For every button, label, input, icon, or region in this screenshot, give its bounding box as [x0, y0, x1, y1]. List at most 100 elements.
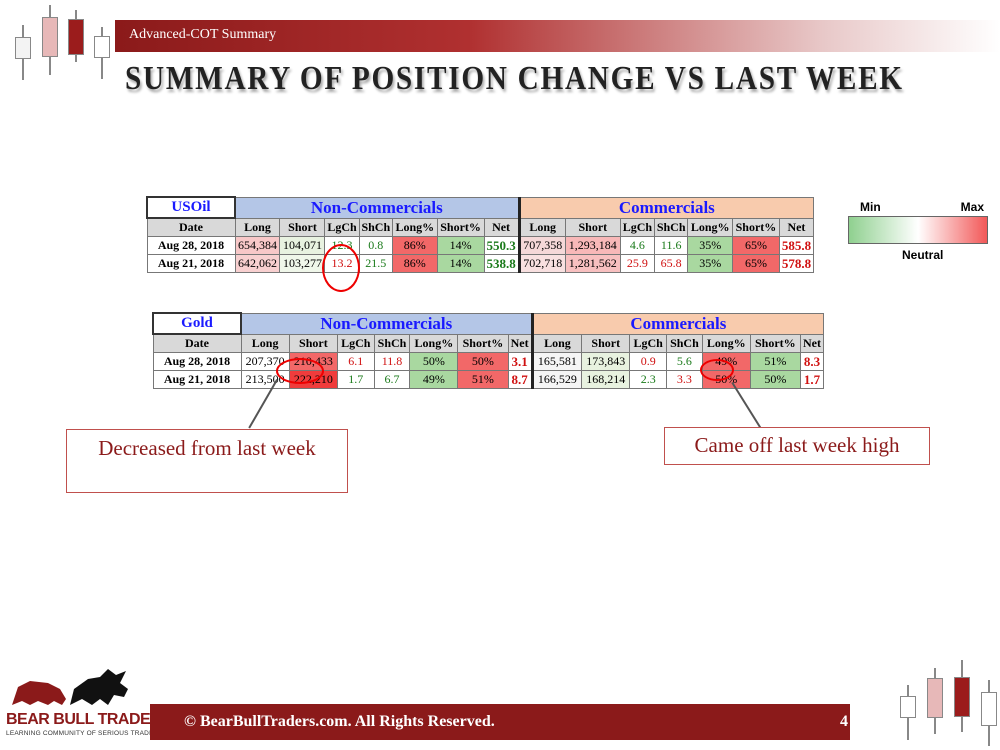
table-cell: 1,293,184: [564, 236, 621, 255]
date-column-header: Date: [146, 217, 236, 237]
table-cell: 702,718: [518, 254, 566, 273]
usoil-noncommercials-header: Non-Commercials: [234, 196, 521, 219]
table-cell: 11.8: [373, 352, 411, 371]
column-header-short-pct: Short%: [436, 217, 485, 237]
table-cell: 6.7: [373, 370, 411, 389]
logo-name: BEAR BULL TRADERS: [6, 711, 172, 728]
gold-noncommercials-header: Non-Commercials: [240, 312, 534, 335]
table-cell: 707,358: [518, 236, 566, 255]
logo-tagline: LEARNING COMMUNITY OF SERIOUS TRADERS: [6, 730, 164, 737]
legend-neutral-label: Neutral: [902, 248, 944, 262]
bear-bull-logo-icon: [8, 665, 138, 711]
column-header-short: Short: [564, 217, 621, 237]
column-header-long-pct: Long%: [687, 217, 734, 237]
legend-gradient-bar: [848, 216, 988, 244]
column-header-short: Short: [279, 217, 326, 237]
table-cell: 0.8: [358, 236, 393, 255]
candlestick-decoration-top: [10, 5, 110, 85]
column-header-long-pct: Long%: [701, 333, 751, 353]
row-date: Aug 21, 2018: [146, 254, 236, 273]
column-header-short: Short: [581, 333, 631, 353]
table-cell: 51%: [457, 370, 509, 389]
callout-came-off-high: Came off last week high: [664, 427, 930, 465]
table-row: Aug 21, 2018 642,062 103,277 13.2 21.5 8…: [146, 254, 815, 273]
table-cell: 86%: [391, 236, 438, 255]
table-cell: 35%: [687, 254, 734, 273]
table-cell: 5.6: [666, 352, 703, 371]
column-header-short-pct: Short%: [749, 333, 801, 353]
column-header-lgch: LgCh: [337, 333, 375, 353]
table-cell: 104,071: [279, 236, 326, 255]
column-header-net: Net: [483, 217, 521, 237]
table-cell: 168,214: [581, 370, 631, 389]
usoil-cot-table: USOil Non-Commercials Commercials Date L…: [146, 196, 815, 273]
table-cell: 49%: [409, 370, 459, 389]
candlestick-decoration-bottom: [895, 660, 1000, 750]
table-cell: 6.1: [337, 352, 375, 371]
row-date: Aug 28, 2018: [152, 352, 242, 371]
column-header-shch: ShCh: [358, 217, 393, 237]
column-header-net: Net: [507, 333, 534, 353]
column-header-long: Long: [531, 333, 583, 353]
table-cell: 65%: [732, 254, 780, 273]
table-cell: 1.7: [337, 370, 375, 389]
table-cell: 14%: [436, 236, 485, 255]
column-header-short: Short: [288, 333, 339, 353]
table-cell: 21.5: [358, 254, 393, 273]
table-cell: 8.7: [507, 370, 534, 389]
table-cell: 654,384: [234, 236, 281, 255]
gold-symbol: Gold: [152, 312, 242, 335]
color-scale-legend: Min Max Neutral: [848, 200, 988, 264]
page-number: 4: [840, 713, 848, 730]
column-header-shch: ShCh: [666, 333, 703, 353]
callout-came-off-high-text: Came off last week high: [694, 433, 900, 457]
date-column-header: Date: [152, 333, 242, 353]
column-header-lgch: LgCh: [619, 217, 655, 237]
column-header-lgch: LgCh: [324, 217, 360, 237]
table-cell: 1.7: [799, 370, 825, 389]
slide-title: SUMMARY OF POSITION CHANGE VS LAST WEEK: [125, 60, 904, 97]
legend-max-label: Max: [960, 200, 984, 214]
table-cell: 35%: [687, 236, 734, 255]
table-cell: 578.8: [778, 254, 815, 273]
table-cell: 65.8: [653, 254, 689, 273]
table-cell: 65%: [732, 236, 780, 255]
column-header-net: Net: [799, 333, 825, 353]
column-header-net: Net: [778, 217, 815, 237]
table-cell: 3.1: [507, 352, 534, 371]
table-cell: 8.3: [799, 352, 825, 371]
table-cell: 173,843: [581, 352, 631, 371]
column-header-long: Long: [518, 217, 566, 237]
table-cell: 538.8: [483, 254, 521, 273]
column-header-long-pct: Long%: [391, 217, 438, 237]
column-header-short-pct: Short%: [732, 217, 780, 237]
callout-decreased: Decreased from last week: [66, 429, 348, 493]
table-cell: 103,277: [279, 254, 326, 273]
gold-commercials-header: Commercials: [531, 312, 825, 335]
legend-min-label: Min: [860, 200, 881, 214]
row-date: Aug 28, 2018: [146, 236, 236, 255]
column-header-shch: ShCh: [653, 217, 689, 237]
table-cell: 50%: [409, 352, 459, 371]
usoil-commercials-header: Commercials: [518, 196, 815, 219]
column-header-short-pct: Short%: [457, 333, 509, 353]
highlight-circle-gold-long-pct: [700, 359, 734, 381]
column-header-long-pct: Long%: [409, 333, 459, 353]
footer-copyright: © BearBullTraders.com. All Rights Reserv…: [184, 713, 495, 730]
footer-bar: © BearBullTraders.com. All Rights Reserv…: [150, 704, 850, 740]
table-cell: 50%: [457, 352, 509, 371]
table-cell: 2.3: [629, 370, 667, 389]
usoil-symbol: USOil: [146, 196, 236, 219]
table-cell: 51%: [749, 352, 801, 371]
highlight-circle-usoil-lgch: [322, 244, 360, 292]
table-cell: 86%: [391, 254, 438, 273]
table-cell: 14%: [436, 254, 485, 273]
table-cell: 1,281,562: [564, 254, 621, 273]
table-cell: 11.6: [653, 236, 689, 255]
table-cell: 166,529: [531, 370, 583, 389]
table-row: Aug 28, 2018 654,384 104,071 12.3 0.8 86…: [146, 236, 815, 255]
column-header-shch: ShCh: [373, 333, 411, 353]
table-cell: 0.9: [629, 352, 667, 371]
row-date: Aug 21, 2018: [152, 370, 242, 389]
table-cell: 4.6: [619, 236, 655, 255]
